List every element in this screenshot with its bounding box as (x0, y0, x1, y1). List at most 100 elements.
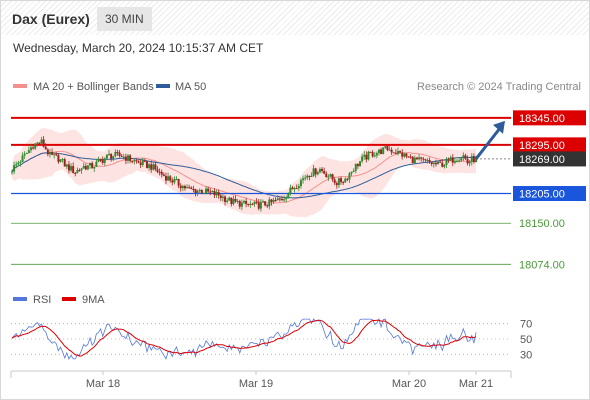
candle-body (76, 170, 79, 174)
candle-body (264, 201, 267, 206)
candle-body (169, 176, 172, 181)
candle-body (48, 151, 51, 155)
candle-body (333, 179, 336, 184)
x-tick-label-1: Mar 19 (239, 378, 273, 390)
candle-body (120, 155, 123, 157)
candle-body (103, 158, 106, 163)
resistance-level-label-1: 18295.00 (519, 140, 565, 152)
ma9-legend-swatch (62, 297, 76, 301)
candle-body (99, 159, 102, 161)
candle-body (285, 197, 288, 200)
candle-body (196, 190, 199, 194)
candle-body (291, 187, 294, 190)
forecast-arrow-head (493, 120, 505, 134)
candle-body (224, 196, 227, 202)
candle-body (110, 153, 113, 159)
candle-body (21, 155, 24, 162)
candle-body (283, 199, 286, 201)
candle-body (122, 156, 125, 158)
candle-body (188, 187, 191, 189)
candle-body (42, 139, 45, 147)
candle-body (373, 155, 376, 157)
candle-body (82, 165, 85, 169)
timeframe-badge[interactable]: 30 MIN (97, 7, 152, 31)
candle-body (156, 169, 159, 172)
candle-body (230, 197, 233, 204)
candle-body (401, 152, 404, 157)
candle-body (261, 201, 264, 203)
candle-body (352, 170, 355, 172)
candle-body (266, 205, 269, 207)
candle-body (432, 162, 435, 165)
candle-body (361, 156, 364, 162)
candle-body (51, 151, 54, 155)
candle-body (127, 155, 129, 161)
candle-body (460, 158, 463, 161)
candle-body (177, 179, 180, 186)
candle-body (276, 198, 279, 201)
rsi-tick-label-2: 30 (520, 349, 532, 361)
candle-body (226, 200, 229, 202)
candle-body (91, 163, 94, 169)
candle-body (158, 171, 161, 173)
candle-body (354, 163, 357, 171)
candle-body (287, 193, 290, 198)
candle-body (93, 166, 96, 169)
candle-body (415, 157, 418, 160)
last-level-label-2: 18269.00 (519, 154, 565, 166)
candle-body (472, 156, 475, 163)
candle-body (464, 155, 467, 159)
candle-body (211, 190, 214, 192)
candle-body (198, 190, 201, 192)
candle-body (148, 164, 151, 168)
level-labels: 18345.00 18295.00 18269.00 18205.00 18150.00… (513, 110, 586, 271)
candle-body (344, 178, 347, 183)
x-tick-label-2: Mar 20 (392, 378, 426, 390)
candle-body (221, 196, 224, 198)
candle-body (462, 155, 465, 159)
candle-body (32, 147, 35, 149)
candle-body (365, 154, 368, 160)
candle-body (475, 156, 477, 163)
candle-body (327, 176, 330, 178)
candle-body (394, 152, 397, 154)
candle-body (213, 190, 216, 196)
rsi-line (11, 318, 477, 360)
candle-body (340, 178, 343, 183)
candle-body (63, 159, 66, 167)
candle-body (466, 158, 469, 164)
candle-body (348, 173, 351, 180)
candle-body (342, 182, 345, 184)
candle-body (268, 199, 271, 207)
instrument-title: Dax (Eurex) (12, 11, 90, 27)
candle-body (186, 187, 189, 189)
candle-body (243, 200, 245, 203)
rsi-legend-swatch (13, 297, 27, 301)
rsi-ma9-line (11, 319, 477, 357)
candle-body (321, 168, 324, 171)
candle-body (116, 152, 119, 154)
candle-body (145, 161, 148, 168)
candle-body (337, 178, 340, 186)
candle-body (215, 192, 218, 196)
candle-body (274, 200, 277, 202)
candle-body (152, 164, 155, 170)
candle-body (175, 179, 178, 181)
candle-body (306, 175, 309, 178)
candle-body (253, 201, 256, 205)
resistance-label-box-0 (513, 110, 586, 126)
candle-body (181, 185, 184, 189)
candle-body (445, 159, 448, 165)
candle-body (249, 203, 252, 205)
candle-body (29, 147, 32, 151)
rsi-tick-label-1: 50 (520, 334, 532, 346)
candle-body (183, 185, 186, 189)
candle-body (422, 158, 425, 160)
candle-body (245, 200, 248, 204)
candle-body (346, 178, 349, 180)
candle-body (74, 172, 77, 174)
candle-body (470, 156, 473, 162)
candle-body (46, 149, 49, 155)
candle-body (255, 201, 258, 203)
ma9-legend-label: 9MA (82, 294, 105, 306)
